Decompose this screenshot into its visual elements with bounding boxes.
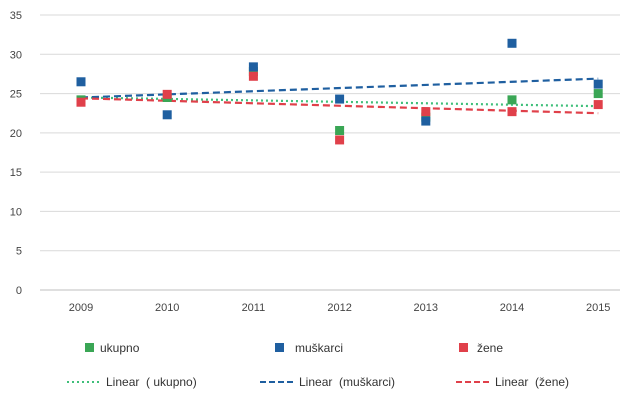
legend-label: muškarci — [295, 341, 343, 355]
data-point — [76, 77, 86, 87]
legend-marker — [275, 343, 284, 352]
data-point — [593, 79, 603, 89]
legend: ukupno muškarci žene Linear ( ukupno) Linear… — [67, 341, 569, 389]
x-axis-ticks: 2009 2010 2011 2012 2013 2014 2015 — [69, 302, 611, 314]
y-tick-label: 5 — [16, 246, 22, 258]
y-tick-label: 20 — [10, 128, 22, 140]
data-point — [162, 110, 172, 120]
y-tick-label: 25 — [10, 89, 22, 101]
x-tick-label: 2014 — [500, 302, 524, 314]
trendline — [80, 77, 599, 99]
data-point — [507, 107, 517, 117]
data-point — [507, 38, 517, 48]
y-tick-label: 10 — [10, 206, 22, 218]
data-point — [162, 89, 172, 99]
y-tick-label: 15 — [10, 167, 22, 179]
data-point — [335, 126, 345, 135]
x-tick-label: 2009 — [69, 302, 93, 314]
data-point — [593, 100, 603, 110]
x-tick-label: 2010 — [155, 302, 179, 314]
legend-label: ukupno — [100, 341, 140, 355]
legend-trend-label: Linear (muškarci) — [299, 375, 395, 389]
data-point — [248, 62, 258, 72]
data-point — [76, 97, 86, 107]
y-tick-label: 30 — [10, 49, 22, 61]
y-axis-ticks: 0 5 10 15 20 25 30 35 — [10, 10, 22, 297]
legend-trend-label: Linear ( ukupno) — [106, 375, 197, 389]
x-tick-label: 2011 — [242, 302, 266, 314]
y-tick-label: 0 — [16, 285, 22, 297]
y-tick-label: 35 — [10, 10, 22, 22]
legend-marker — [459, 343, 468, 352]
gridlines — [40, 14, 620, 291]
x-tick-label: 2015 — [586, 302, 610, 314]
data-point — [248, 71, 258, 81]
legend-label: žene — [477, 341, 503, 355]
legend-marker — [85, 343, 94, 352]
data-point — [593, 89, 603, 99]
x-tick-label: 2012 — [327, 302, 351, 314]
data-point — [421, 116, 431, 126]
data-point — [335, 94, 345, 104]
data-points — [76, 38, 603, 145]
data-point — [248, 67, 258, 77]
data-point — [421, 107, 431, 117]
data-point — [335, 135, 345, 145]
x-tick-label: 2013 — [414, 302, 438, 314]
data-point — [507, 95, 517, 105]
legend-trend-label: Linear (žene) — [495, 375, 569, 389]
